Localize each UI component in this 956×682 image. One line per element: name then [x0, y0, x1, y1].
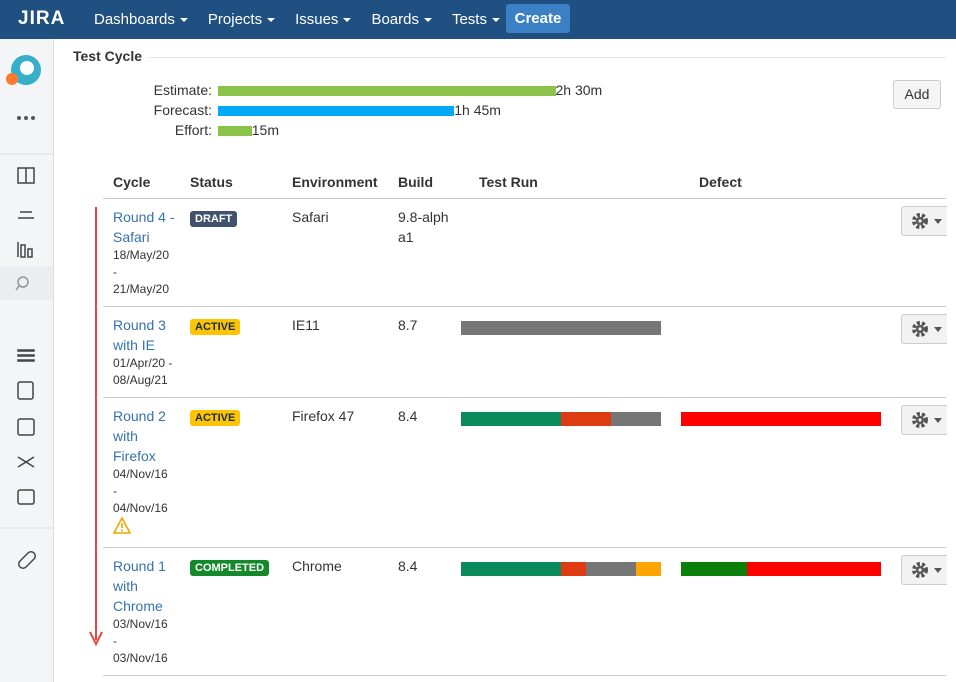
- cycle-dates: 01/Apr/20 - 08/Aug/21: [113, 356, 173, 387]
- gear-button[interactable]: [901, 314, 947, 344]
- status-cell: DRAFT: [190, 207, 238, 227]
- section-title: Test Cycle: [73, 48, 142, 64]
- create-button[interactable]: Create: [506, 4, 570, 33]
- test-run-bar: [461, 562, 661, 576]
- gear-icon: [912, 562, 942, 578]
- column-header: Environment: [292, 174, 378, 190]
- sidebar: [0, 39, 54, 682]
- status-badge: COMPLETED: [190, 560, 270, 576]
- cycle-cell: Round 4 - Safari 18/May/20 - 21/May/20: [113, 207, 175, 298]
- gear-button[interactable]: [901, 405, 947, 435]
- estimate-text: 2h 30m: [555, 82, 603, 98]
- build: 8.4: [398, 558, 418, 574]
- estimate-text: 15m: [251, 122, 279, 138]
- test-run-bar: [461, 412, 661, 426]
- test-run-segment: [561, 562, 586, 576]
- cycle-name[interactable]: Round 1 with Chrome: [113, 558, 166, 614]
- build: 8.7: [398, 317, 418, 333]
- column-header: Build: [398, 174, 433, 190]
- sidebar-icons: [0, 55, 53, 569]
- build: 8.4: [398, 408, 418, 424]
- test-run-segment: [561, 412, 611, 426]
- test-run-segment: [611, 412, 661, 426]
- nav-item[interactable]: Tests: [452, 11, 500, 28]
- defect-segment: [681, 562, 747, 576]
- warning-icon: [112, 516, 175, 539]
- status-badge: DRAFT: [190, 211, 238, 227]
- estimate-bar: [218, 106, 455, 116]
- column-header: Status: [190, 174, 233, 190]
- cycle-row: Round 4 - Safari 18/May/20 - 21/May/20 DRA…: [103, 199, 947, 307]
- section-rule: [148, 57, 946, 58]
- gear-button[interactable]: [901, 555, 947, 585]
- table-header: Cycle Status Environment Build Test Run Defec…: [103, 172, 946, 199]
- defect-bar: [681, 412, 881, 426]
- table-body: Round 4 - Safari 18/May/20 - 21/May/20 DRA…: [103, 199, 947, 676]
- cycle-dates: 03/Nov/16 - 03/Nov/16: [113, 617, 168, 665]
- cycle-cell: Round 1 with Chrome 03/Nov/16 - 03/Nov/16: [113, 556, 175, 667]
- nav: Dashboards Projects Issues Boards Tests: [94, 0, 520, 39]
- cycle-name[interactable]: Round 2 with Firefox: [113, 408, 166, 464]
- gear-icon: [912, 213, 942, 229]
- test-run-segment: [636, 562, 661, 576]
- environment: IE11: [292, 317, 320, 333]
- nav-item[interactable]: Issues: [295, 11, 351, 28]
- defect-segment: [681, 412, 881, 426]
- cycle-dates: 04/Nov/16 - 04/Nov/16: [113, 467, 168, 515]
- nav-item[interactable]: Boards: [371, 11, 432, 28]
- test-run-segment: [461, 562, 561, 576]
- test-run-bar: [461, 321, 661, 335]
- status-badge: ACTIVE: [190, 410, 241, 426]
- status-badge: ACTIVE: [190, 319, 241, 335]
- defect-bar: [681, 562, 881, 576]
- cycle-row: Round 2 with Firefox 04/Nov/16 - 04/Nov/1…: [103, 398, 947, 548]
- test-run-segment: [586, 562, 636, 576]
- status-cell: COMPLETED: [190, 556, 270, 576]
- status-cell: ACTIVE: [190, 315, 241, 335]
- timeline-arrow: [89, 207, 103, 647]
- defect-segment: [747, 562, 881, 576]
- environment: Firefox 47: [292, 408, 355, 424]
- environment: Chrome: [292, 558, 342, 574]
- estimate-bar: [218, 126, 252, 136]
- gear-icon: [912, 412, 942, 428]
- cycle-row: Round 1 with Chrome 03/Nov/16 - 03/Nov/16…: [103, 548, 947, 676]
- nav-item[interactable]: Dashboards: [94, 11, 188, 28]
- cycle-dates: 18/May/20 - 21/May/20: [113, 248, 170, 296]
- cycle-row: Round 3 with IE 01/Apr/20 - 08/Aug/21 ACTI…: [103, 307, 947, 398]
- test-run-segment: [461, 321, 661, 335]
- column-header: Defect: [699, 174, 742, 190]
- test-run-segment: [461, 412, 561, 426]
- cycle-cell: Round 3 with IE 01/Apr/20 - 08/Aug/21: [113, 315, 175, 389]
- estimate-bar: [218, 86, 556, 96]
- column-header: Test Run: [479, 174, 538, 190]
- environment: Safari: [292, 209, 329, 225]
- estimate-label: Estimate:: [153, 82, 212, 98]
- build: 9.8-alpha1: [398, 209, 449, 245]
- gear-icon: [912, 321, 942, 337]
- cycle-name[interactable]: Round 3 with IE: [113, 317, 166, 353]
- add-button[interactable]: Add: [893, 80, 941, 109]
- cycle-cell: Round 2 with Firefox 04/Nov/16 - 04/Nov/1…: [112, 406, 175, 539]
- nav-item[interactable]: Projects: [208, 11, 275, 28]
- top-bar: JIRA Dashboards Projects Issues Boards Tests…: [0, 0, 956, 39]
- gear-button[interactable]: [901, 206, 947, 236]
- estimate-text: 1h 45m: [454, 102, 501, 118]
- column-header: Cycle: [113, 174, 151, 190]
- estimate-label: Effort:: [174, 122, 212, 138]
- estimate-label: Forecast:: [153, 102, 212, 118]
- status-cell: ACTIVE: [190, 406, 241, 426]
- cycle-name[interactable]: Round 4 - Safari: [113, 209, 175, 245]
- logo[interactable]: JIRA: [18, 8, 66, 29]
- warning-glyph: [112, 516, 132, 534]
